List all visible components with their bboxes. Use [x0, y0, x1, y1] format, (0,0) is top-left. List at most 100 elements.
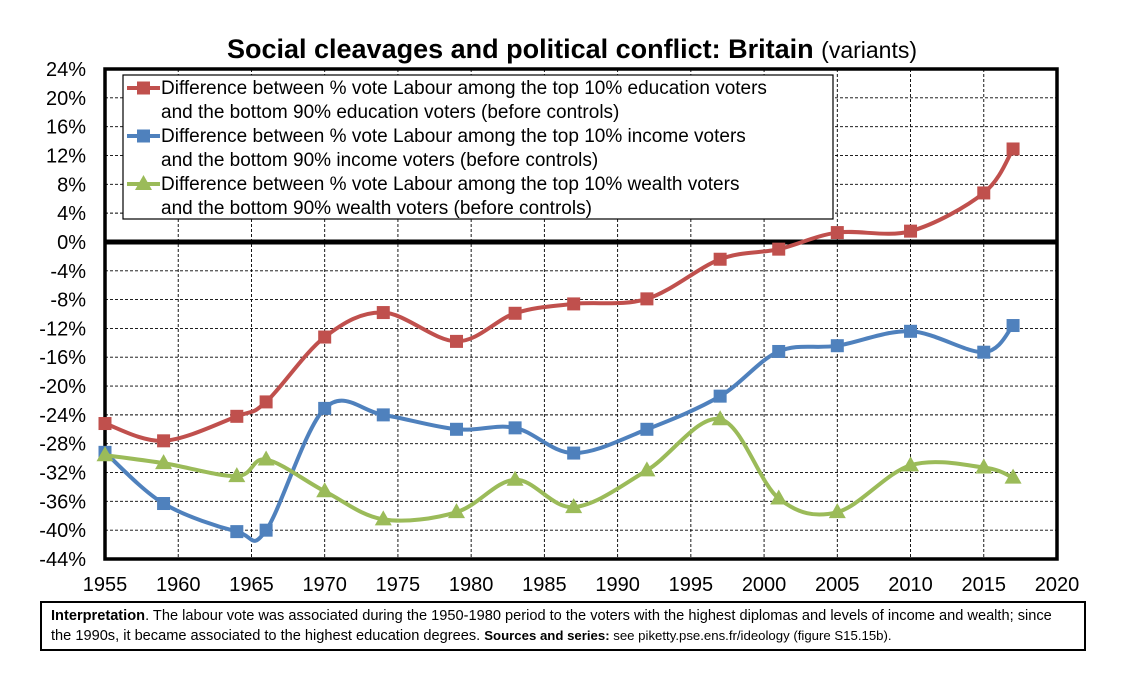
- legend-label-line1: Difference between % vote Labour among t…: [161, 78, 767, 99]
- y-tick-label: -4%: [50, 261, 86, 283]
- x-tick-label: 2005: [815, 574, 860, 596]
- y-tick-label: 24%: [46, 59, 86, 81]
- data-point: [977, 186, 991, 200]
- y-tick-label: -20%: [39, 376, 86, 398]
- x-tick-label: 1970: [302, 574, 347, 596]
- data-point: [374, 510, 392, 526]
- legend-label-line1: Difference between % vote Labour among t…: [161, 174, 739, 195]
- data-point: [638, 461, 656, 477]
- data-point: [640, 292, 654, 306]
- data-point: [376, 306, 390, 320]
- legend-swatch-marker: [135, 175, 152, 190]
- y-tick-label: -8%: [50, 290, 86, 312]
- data-point: [96, 446, 114, 462]
- data-point: [977, 345, 991, 359]
- data-point: [975, 458, 993, 474]
- y-tick-label: 20%: [46, 88, 86, 110]
- interpretation-note: Interpretation. The labour vote was asso…: [40, 601, 1086, 651]
- data-point: [713, 252, 727, 266]
- data-point: [155, 454, 173, 470]
- data-point: [902, 456, 920, 472]
- data-point: [157, 497, 171, 511]
- legend-swatch-marker: [137, 129, 150, 143]
- data-point: [228, 467, 246, 483]
- y-tick-label: -44%: [39, 549, 86, 571]
- data-point: [450, 422, 464, 436]
- y-tick-label: -32%: [39, 463, 86, 485]
- data-point: [1006, 319, 1020, 333]
- data-point: [259, 395, 273, 409]
- legend-item: Difference between % vote Labour among t…: [127, 126, 746, 171]
- legend-label-line2: and the bottom 90% education voters (bef…: [161, 102, 619, 123]
- data-point: [772, 344, 786, 358]
- data-point: [713, 389, 727, 403]
- data-point: [508, 306, 522, 320]
- series-line: [103, 324, 1015, 543]
- note-sources-text: see piketty.pse.ens.fr/ideology (figure …: [609, 628, 892, 643]
- data-point: [318, 401, 332, 415]
- data-point: [640, 422, 654, 436]
- legend-swatch-marker: [137, 81, 150, 95]
- data-point: [565, 498, 583, 514]
- x-tick-label: 1965: [229, 574, 274, 596]
- data-point: [259, 523, 273, 537]
- data-point: [376, 408, 390, 422]
- y-tick-label: -36%: [39, 491, 86, 513]
- data-point: [318, 330, 332, 344]
- x-tick-label: 2000: [742, 574, 787, 596]
- plot-frame: [103, 67, 1059, 561]
- y-tick-label: 16%: [46, 117, 86, 139]
- legend: Difference between % vote Labour among t…: [122, 74, 834, 220]
- data-point: [904, 224, 918, 238]
- legend-label-line1: Difference between % vote Labour among t…: [161, 126, 746, 147]
- data-point: [904, 324, 918, 338]
- data-point: [316, 482, 334, 498]
- x-tick-label: 2010: [888, 574, 933, 596]
- x-tick-label: 1960: [156, 574, 201, 596]
- legend-box: [122, 74, 834, 220]
- x-tick-label: 1995: [669, 574, 714, 596]
- y-tick-label: 4%: [57, 203, 86, 225]
- data-point: [772, 242, 786, 256]
- note-label: Interpretation: [51, 608, 146, 624]
- data-point: [830, 226, 844, 240]
- x-tick-label: 2015: [962, 574, 1007, 596]
- data-point: [98, 417, 112, 431]
- chart-title-main: Social cleavages and political conflict:…: [226, 34, 814, 64]
- x-tick-label: 1955: [83, 574, 128, 596]
- note-sources-label: Sources and series:: [484, 628, 610, 643]
- data-point: [567, 297, 581, 311]
- data-point: [567, 446, 581, 460]
- data-point: [506, 470, 524, 486]
- data-point: [230, 525, 244, 539]
- x-tick-label: 2020: [1035, 574, 1080, 596]
- chart-title: Social cleavages and political conflict:…: [0, 34, 1144, 65]
- y-tick-label: 8%: [57, 174, 86, 196]
- y-tick-label: -12%: [39, 318, 86, 340]
- data-point: [508, 421, 522, 435]
- series-1: [98, 142, 1020, 448]
- data-point: [450, 334, 464, 348]
- chart-subtitle: (variants): [821, 37, 918, 63]
- legend-item: Difference between % vote Labour among t…: [127, 174, 739, 219]
- series-line: [104, 147, 1015, 443]
- y-tick-label: 12%: [46, 145, 86, 167]
- x-tick-label: 1975: [376, 574, 421, 596]
- legend-label-line2: and the bottom 90% wealth voters (before…: [161, 198, 592, 219]
- data-point: [1006, 142, 1020, 156]
- y-tick-label: -28%: [39, 434, 86, 456]
- y-tick-label: -24%: [39, 405, 86, 427]
- legend-label-line2: and the bottom 90% income voters (before…: [161, 150, 598, 171]
- data-point: [1004, 468, 1022, 484]
- data-point: [157, 434, 171, 448]
- data-point: [448, 503, 466, 519]
- x-tick-label: 1990: [595, 574, 640, 596]
- line-chart: 24% 20% 16% 12% 8% 4% 0% -4% -8% -12% -16% -20% -24%…: [39, 59, 1080, 596]
- data-point: [257, 450, 275, 466]
- series-3: [96, 410, 1022, 526]
- data-point: [830, 339, 844, 353]
- data-point: [770, 489, 788, 505]
- note-text: . The labour vote was associated during …: [51, 608, 1052, 644]
- series-line: [104, 417, 1014, 523]
- x-tick-label: 1985: [522, 574, 567, 596]
